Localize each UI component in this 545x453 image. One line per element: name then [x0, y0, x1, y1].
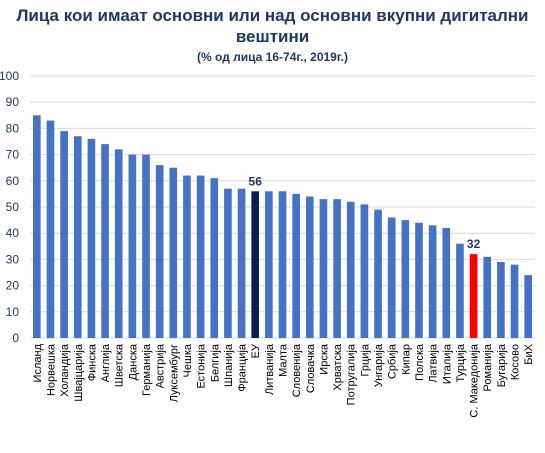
bar	[483, 256, 492, 338]
y-tick-label: 100	[0, 69, 19, 83]
x-tick-label: Шпанија	[223, 343, 235, 387]
y-tick-label: 60	[6, 174, 20, 188]
bar	[346, 201, 355, 338]
bar	[196, 175, 205, 338]
bar	[60, 131, 68, 338]
bar	[292, 193, 300, 338]
bar	[73, 136, 82, 338]
x-tick-label: Хрватска	[332, 343, 344, 391]
bar	[155, 165, 164, 338]
data-label: 56	[249, 174, 263, 188]
x-tick-label: Италија	[441, 343, 453, 384]
x-tick-label: Кипар	[400, 344, 412, 375]
x-tick-label: Естонија	[196, 343, 208, 388]
x-tick-label: Германија	[141, 343, 153, 396]
x-tick-label: Данска	[127, 343, 139, 380]
x-tick-label: Ирска	[318, 343, 330, 375]
bar	[497, 262, 505, 338]
bar	[360, 204, 369, 338]
x-tick-label: Шветска	[114, 343, 126, 387]
bar	[442, 227, 451, 338]
x-tick-label: Норвешка	[45, 343, 57, 396]
bar	[415, 222, 423, 338]
y-tick-label: 90	[6, 95, 20, 109]
y-tick-label: 80	[6, 121, 20, 135]
bar	[524, 275, 532, 338]
x-tick-label: Потругалија	[346, 343, 358, 405]
bar	[469, 254, 478, 338]
y-tick-label: 50	[6, 200, 20, 214]
bar	[510, 264, 519, 338]
y-tick-label: 30	[6, 252, 20, 266]
x-tick-label: Бугарија	[496, 343, 508, 387]
bar	[224, 188, 232, 338]
bar	[142, 154, 150, 338]
bar	[46, 120, 55, 338]
x-tick-label: Грција	[359, 343, 371, 376]
y-tick-label: 0	[12, 331, 19, 345]
x-tick-label: Унгарија	[373, 343, 385, 387]
bar	[265, 191, 273, 338]
x-tick-label: Луксембург	[168, 344, 180, 402]
x-tick-label: Швајцарија	[73, 343, 85, 401]
bar	[101, 144, 109, 338]
x-tick-label: БиХ	[523, 343, 535, 364]
bar	[237, 188, 246, 338]
chart-subtitle: (% од лица 16-74г., 2019г.)	[197, 50, 348, 64]
chart-title-line2: вештини	[235, 27, 310, 46]
x-tick-label: Словенија	[291, 343, 303, 397]
bar	[87, 138, 96, 338]
x-tick-label: Романија	[482, 343, 494, 391]
bar	[210, 178, 219, 338]
x-tick-label: Србија	[387, 343, 399, 379]
y-tick-label: 40	[6, 226, 20, 240]
bar	[319, 199, 328, 338]
x-tick-label: Англија	[100, 343, 112, 382]
data-label: 32	[467, 237, 481, 251]
x-tick-label: Полска	[414, 343, 426, 381]
x-tick-label: Финска	[86, 343, 98, 381]
x-tick-label: Косово	[510, 344, 522, 380]
chart-title-line1: Лица кои имаат основни или над основни в…	[16, 6, 529, 25]
bar	[183, 175, 191, 338]
x-tick-label: Турција	[455, 343, 467, 382]
x-tick-label: Словачка	[305, 343, 317, 393]
x-tick-label: Белгија	[209, 343, 221, 382]
bar	[114, 149, 123, 338]
bar	[305, 196, 314, 338]
x-tick-label: Литванија	[264, 343, 276, 395]
bar	[401, 220, 410, 338]
x-tick-label: Чешка	[182, 343, 194, 377]
bar	[333, 199, 341, 338]
bar	[128, 154, 137, 338]
bar	[33, 115, 41, 338]
bar	[169, 167, 178, 338]
x-tick-label: Латвија	[428, 343, 440, 383]
x-tick-label: Исланд	[32, 343, 44, 382]
y-tick-label: 10	[6, 305, 20, 319]
y-tick-label: 70	[6, 148, 20, 162]
bar	[428, 225, 437, 338]
x-tick-label: Австрија	[155, 343, 167, 388]
bar	[387, 217, 396, 338]
x-tick-label: Франција	[237, 343, 249, 392]
bar	[278, 191, 287, 338]
x-tick-label: Холандија	[59, 343, 71, 397]
y-tick-label: 20	[6, 279, 20, 293]
bar	[374, 209, 382, 338]
x-tick-label: Малта	[278, 343, 290, 377]
bar	[456, 243, 464, 338]
x-tick-label: ЕУ	[250, 343, 262, 358]
x-tick-label: С. Македонија	[469, 343, 481, 417]
bar	[251, 191, 260, 338]
